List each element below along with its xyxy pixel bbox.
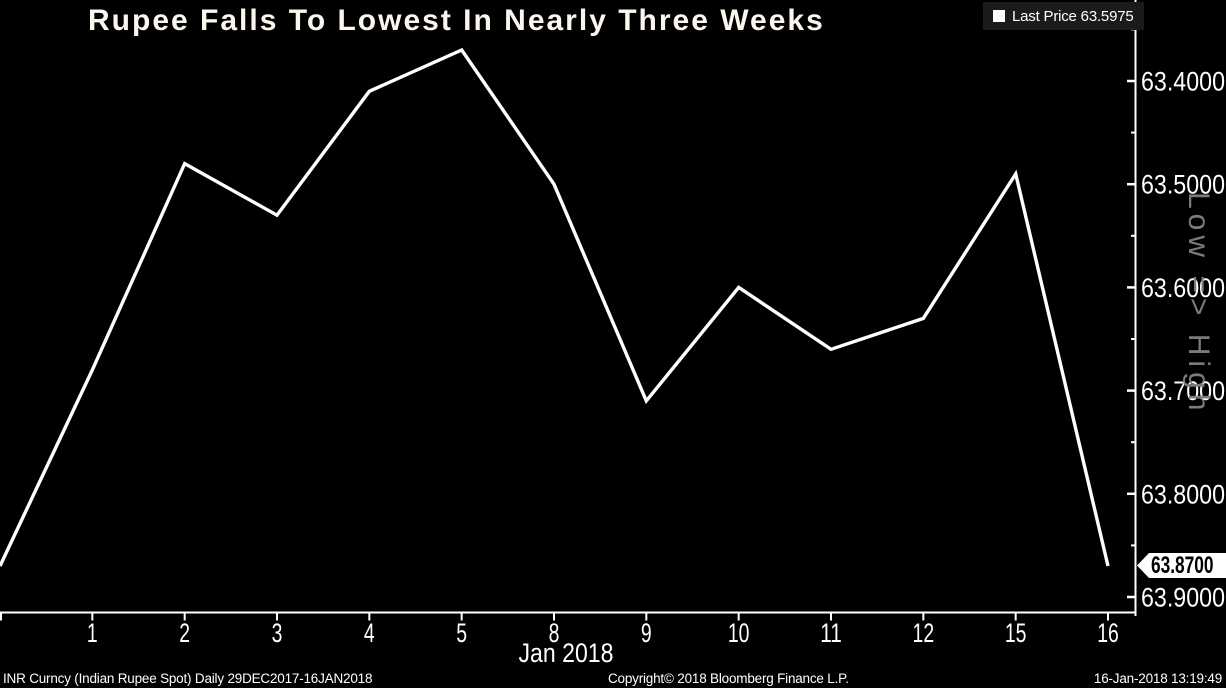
- y-tick-label: 63.6000: [1141, 273, 1225, 303]
- x-tick-label: 12: [913, 618, 935, 648]
- last-price-line: [0, 47, 1110, 567]
- x-tick-label: 3: [272, 618, 283, 648]
- axis-direction-label: Low => High: [1182, 192, 1215, 416]
- x-tick-label: 5: [456, 618, 467, 648]
- x-tick-label: 16: [1097, 618, 1119, 648]
- y-tick-label: 63.8000: [1141, 479, 1225, 509]
- x-tick-label: 1: [87, 618, 98, 648]
- footer-security-info: INR Curncy (Indian Rupee Spot) Daily 29D…: [3, 671, 373, 686]
- legend-label: Last Price 63.5975: [1012, 8, 1134, 25]
- x-axis-title: Jan 2018: [519, 638, 614, 668]
- footer-copyright: Copyright© 2018 Bloomberg Finance L.P.: [608, 671, 849, 686]
- legend-swatch-icon: [993, 10, 1005, 22]
- y-tick-label: 63.4000: [1141, 67, 1225, 97]
- x-tick-label: 11: [820, 618, 842, 648]
- last-price-axis-marker: 63.8700: [1137, 553, 1226, 578]
- x-tick-label: 2: [179, 618, 190, 648]
- last-price-value: 63.8700: [1151, 551, 1214, 579]
- legend-last-price-value: 63.5975: [1080, 7, 1134, 25]
- y-tick-label: 63.5000: [1141, 170, 1225, 200]
- x-tick-label: 8: [549, 618, 560, 648]
- x-tick-label: 4: [364, 618, 375, 648]
- y-tick-label: 63.7000: [1141, 376, 1225, 406]
- legend-series-name: Last Price: [1012, 7, 1077, 25]
- x-tick-label: 15: [1005, 618, 1027, 648]
- chart-title: Rupee Falls To Lowest In Nearly Three We…: [88, 4, 825, 37]
- footer-timestamp: 16-Jan-2018 13:19:49: [1093, 671, 1222, 686]
- y-tick-label: 63.9000: [1141, 583, 1225, 613]
- x-tick-label: 10: [728, 618, 750, 648]
- status-bar: INR Curncy (Indian Rupee Spot) Daily 29D…: [0, 668, 1226, 688]
- legend[interactable]: Last Price 63.5975: [983, 2, 1144, 30]
- x-tick-label: 9: [641, 618, 652, 648]
